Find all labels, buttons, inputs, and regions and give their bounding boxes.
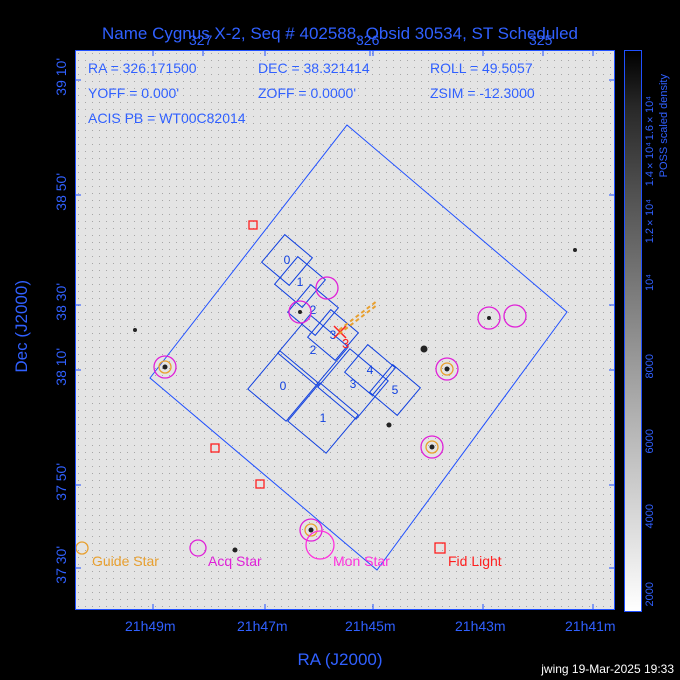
legend-acq-star: Acq Star: [208, 553, 262, 569]
x-tick-top: 326: [356, 32, 379, 48]
x-tick-top: 327: [189, 32, 212, 48]
legend-guide-star: Guide Star: [92, 553, 159, 569]
colorbar-tick: 1.6×10⁴: [644, 96, 656, 140]
x-tick-bottom: 21h47m: [237, 618, 288, 634]
svg-text:2: 2: [310, 343, 317, 357]
colorbar-label: POSS scaled density: [658, 74, 670, 177]
x-tick-bottom: 21h41m: [565, 618, 616, 634]
svg-text:4: 4: [367, 363, 374, 377]
colorbar-tick: 10⁴: [644, 274, 656, 291]
svg-text:0: 0: [280, 379, 287, 393]
svg-text:3: 3: [342, 336, 349, 351]
colorbar-tick: 8000: [644, 354, 656, 378]
y-tick: 39 10': [53, 58, 69, 96]
svg-text:1: 1: [320, 411, 327, 425]
footer-timestamp: jwing 19-Mar-2025 19:33: [541, 662, 674, 676]
x-tick-bottom: 21h49m: [125, 618, 176, 634]
annotation-text: ZSIM = -12.3000: [430, 85, 535, 101]
legend-fid-light: Fid Light: [448, 553, 502, 569]
x-tick-top: 325: [529, 32, 552, 48]
y-tick: 38 10': [53, 348, 69, 386]
y-tick: 38 30': [53, 283, 69, 321]
colorbar-tick: 6000: [644, 429, 656, 453]
overlay-svg: 01230123453: [75, 50, 615, 610]
annotation-text: ROLL = 49.5057: [430, 60, 533, 76]
svg-text:3: 3: [330, 328, 337, 342]
x-tick-bottom: 21h45m: [345, 618, 396, 634]
annotation-text: RA = 326.171500: [88, 60, 197, 76]
svg-text:0: 0: [284, 253, 291, 267]
page-title: Name Cygnus X-2, Seq # 402588, Obsid 305…: [0, 24, 680, 44]
x-tick-bottom: 21h43m: [455, 618, 506, 634]
annotation-text: DEC = 38.321414: [258, 60, 370, 76]
svg-text:1: 1: [297, 275, 304, 289]
y-tick: 37 30': [53, 546, 69, 584]
colorbar-tick: 2000: [644, 582, 656, 606]
annotation-text: ACIS PB = WT00C82014: [88, 110, 246, 126]
y-tick: 38 50': [53, 173, 69, 211]
colorbar-tick: 1.2×10⁴: [644, 199, 656, 243]
colorbar: [624, 50, 642, 612]
annotation-text: YOFF = 0.000': [88, 85, 179, 101]
colorbar-tick: 4000: [644, 504, 656, 528]
y-tick: 37 50': [53, 463, 69, 501]
y-axis-label: Dec (J2000): [12, 280, 32, 373]
colorbar-tick: 1.4×10⁴: [644, 142, 656, 186]
svg-text:5: 5: [392, 383, 399, 397]
legend-mon-star: Mon Star: [333, 553, 390, 569]
annotation-text: ZOFF = 0.0000': [258, 85, 356, 101]
